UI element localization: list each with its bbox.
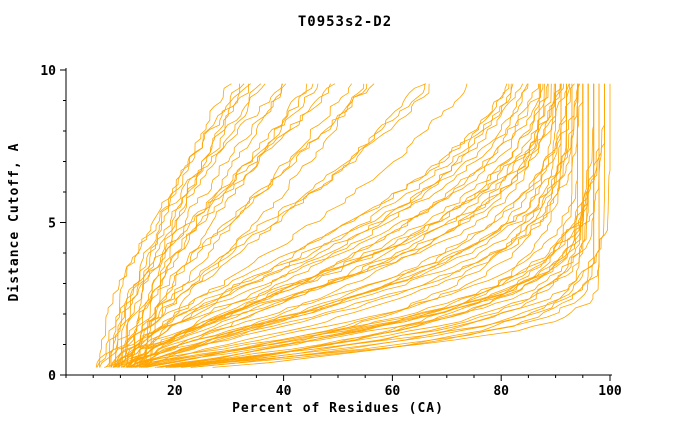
model-curve <box>156 83 605 368</box>
model-curve <box>122 83 562 368</box>
model-curve <box>131 83 544 368</box>
model-curve <box>140 83 589 368</box>
model-curve <box>118 83 540 368</box>
model-curve <box>113 83 426 368</box>
x-tick-label: 100 <box>598 384 622 399</box>
model-curve <box>122 83 240 368</box>
y-tick-label: 5 <box>48 217 56 232</box>
model-curve <box>139 83 375 368</box>
model-curve <box>99 83 555 368</box>
model-curve <box>125 83 283 368</box>
model-curve <box>133 83 584 368</box>
y-tick-label: 10 <box>40 64 56 79</box>
model-curve <box>134 83 353 368</box>
model-curve <box>99 83 283 368</box>
model-curve <box>136 83 510 368</box>
model-curve <box>105 83 319 368</box>
x-tick-label: 20 <box>167 384 183 399</box>
model-curve <box>122 83 529 368</box>
model-curve <box>129 83 570 368</box>
model-curve <box>165 83 595 368</box>
model-curve <box>130 83 549 368</box>
model-curve <box>140 83 575 368</box>
x-tick-label: 40 <box>276 384 292 399</box>
x-axis-label: Percent of Residues (CA) <box>232 401 444 416</box>
model-curve <box>127 83 584 368</box>
model-curve <box>115 83 528 368</box>
model-curve <box>110 83 251 368</box>
model-curve <box>138 83 524 368</box>
model-curve <box>135 83 365 368</box>
model-curve <box>96 83 508 368</box>
model-curve <box>115 83 468 368</box>
model-curve <box>145 83 249 368</box>
model-curve <box>142 83 556 368</box>
model-curve <box>119 83 287 368</box>
model-curve <box>116 83 578 368</box>
y-axis-label: Distance Cutoff, A <box>7 143 22 302</box>
model-curve <box>127 83 581 368</box>
model-curve <box>104 83 539 368</box>
y-tick-label: 0 <box>48 369 56 384</box>
axes <box>60 68 612 381</box>
model-curve <box>172 83 600 368</box>
model-curve <box>95 83 331 368</box>
model-curve <box>120 83 512 368</box>
model-curve <box>113 83 514 368</box>
model-curve <box>139 83 561 368</box>
model-curve <box>112 83 564 368</box>
model-curve <box>110 83 542 368</box>
model-curve <box>124 83 308 368</box>
model-curve <box>212 83 611 368</box>
model-curve <box>127 83 573 368</box>
x-tick-label: 80 <box>493 384 509 399</box>
model-curve <box>144 83 245 368</box>
model-curve <box>126 83 232 368</box>
tick-labels: 20 40 60 80 100 0 5 10 <box>40 64 622 399</box>
model-curve <box>112 83 266 368</box>
model-curve <box>130 83 556 368</box>
model-curves <box>95 83 611 368</box>
chart-title: T0953s2-D2 <box>298 14 392 30</box>
x-tick-label: 60 <box>385 384 401 399</box>
model-curve <box>130 83 549 368</box>
model-curve <box>126 83 314 368</box>
